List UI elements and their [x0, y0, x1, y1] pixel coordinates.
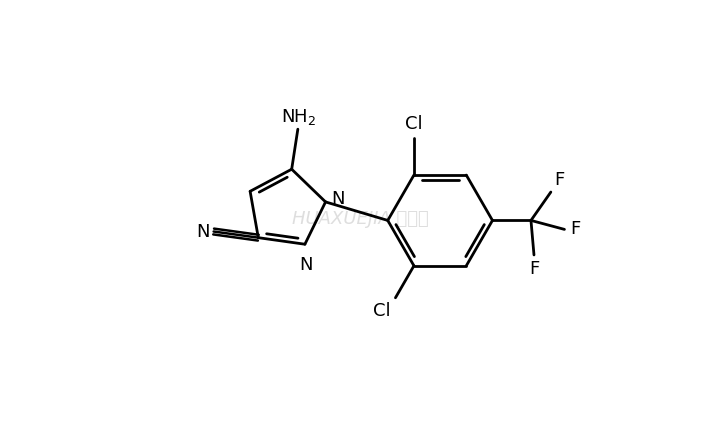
Text: HUAXUEJIA 化学加: HUAXUEJIA 化学加: [292, 210, 429, 228]
Text: F: F: [555, 171, 565, 189]
Text: N: N: [299, 256, 313, 274]
Text: Cl: Cl: [373, 302, 391, 320]
Text: N: N: [196, 223, 210, 240]
Text: F: F: [570, 220, 580, 238]
Text: N: N: [332, 190, 345, 208]
Text: F: F: [529, 260, 540, 278]
Text: NH$_2$: NH$_2$: [281, 107, 316, 127]
Text: Cl: Cl: [405, 116, 422, 134]
